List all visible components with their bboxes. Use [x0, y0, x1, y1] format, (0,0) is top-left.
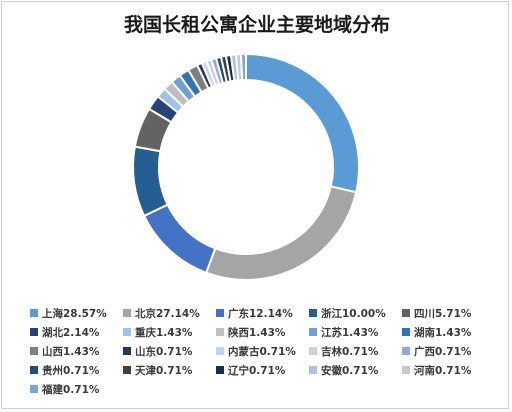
legend-item-11: 山西1.43% [30, 342, 99, 360]
legend-swatch [216, 328, 224, 336]
legend-swatch [123, 328, 131, 336]
donut-slice-2 [204, 185, 358, 281]
donut-slice-4 [132, 145, 169, 218]
legend-label: 陕西1.43% [228, 326, 286, 339]
legend-swatch [30, 385, 38, 393]
legend-label: 浙江10.00% [321, 307, 386, 320]
legend-label: 湖南1.43% [414, 326, 472, 339]
legend-label: 四川5.71% [414, 307, 472, 320]
donut-chart [132, 52, 360, 281]
legend-item-8: 陕西1.43% [216, 323, 285, 341]
legend-item-12: 山东0.71% [123, 342, 192, 360]
legend-label: 辽宁0.71% [228, 364, 286, 377]
legend-item-4: 浙江10.00% [309, 304, 386, 322]
legend-label: 内蒙古0.71% [228, 345, 296, 358]
legend-item-13: 内蒙古0.71% [216, 342, 296, 360]
legend-swatch [402, 328, 410, 336]
donut-slice-3 [142, 203, 217, 275]
legend-swatch [309, 309, 317, 317]
legend-item-20: 河南0.71% [402, 361, 471, 379]
legend-item-2: 北京27.14% [123, 304, 200, 322]
legend-item-10: 湖南1.43% [402, 323, 471, 341]
legend-label: 江苏1.43% [321, 326, 379, 339]
legend-label: 福建0.71% [42, 383, 100, 396]
legend-label: 北京27.14% [135, 307, 200, 320]
legend-item-6: 湖北2.14% [30, 323, 99, 341]
legend-swatch [123, 366, 131, 374]
legend-item-17: 天津0.71% [123, 361, 192, 379]
legend-item-16: 贵州0.71% [30, 361, 99, 379]
legend-item-14: 吉林0.71% [309, 342, 378, 360]
legend-label: 山西1.43% [42, 345, 100, 358]
legend-swatch [216, 309, 224, 317]
legend-swatch [402, 347, 410, 355]
legend-label: 重庆1.43% [135, 326, 193, 339]
legend-swatch [216, 347, 224, 355]
legend-swatch [309, 328, 317, 336]
legend-swatch [216, 366, 224, 374]
legend-item-21: 福建0.71% [30, 380, 99, 398]
legend-label: 上海28.57% [42, 307, 107, 320]
chart-title: 我国长租公寓企业主要地域分布 [123, 14, 390, 36]
legend-item-9: 江苏1.43% [309, 323, 378, 341]
donut-slice-1 [245, 52, 360, 194]
legend-item-18: 辽宁0.71% [216, 361, 285, 379]
legend-label: 广东12.14% [228, 307, 293, 320]
legend-swatch [123, 309, 131, 317]
legend-item-5: 四川5.71% [402, 304, 471, 322]
legend-label: 广西0.71% [414, 345, 472, 358]
donut-slice-21 [239, 52, 247, 82]
legend-swatch [30, 309, 38, 317]
legend-item-19: 安徽0.71% [309, 361, 378, 379]
legend-swatch [30, 328, 38, 336]
legend-item-3: 广东12.14% [216, 304, 293, 322]
legend-label: 安徽0.71% [321, 364, 379, 377]
legend-swatch [30, 366, 38, 374]
legend-swatch [402, 366, 410, 374]
legend-swatch [402, 309, 410, 317]
legend-swatch [123, 347, 131, 355]
legend-swatch [30, 347, 38, 355]
legend-label: 天津0.71% [135, 364, 193, 377]
legend-label: 吉林0.71% [321, 345, 379, 358]
legend-label: 湖北2.14% [42, 326, 100, 339]
legend-label: 山东0.71% [135, 345, 193, 358]
legend-label: 河南0.71% [414, 364, 472, 377]
legend-label: 贵州0.71% [42, 364, 100, 377]
legend-item-7: 重庆1.43% [123, 323, 192, 341]
legend-item-1: 上海28.57% [30, 304, 107, 322]
legend-swatch [309, 366, 317, 374]
legend-item-15: 广西0.71% [402, 342, 471, 360]
legend-swatch [309, 347, 317, 355]
